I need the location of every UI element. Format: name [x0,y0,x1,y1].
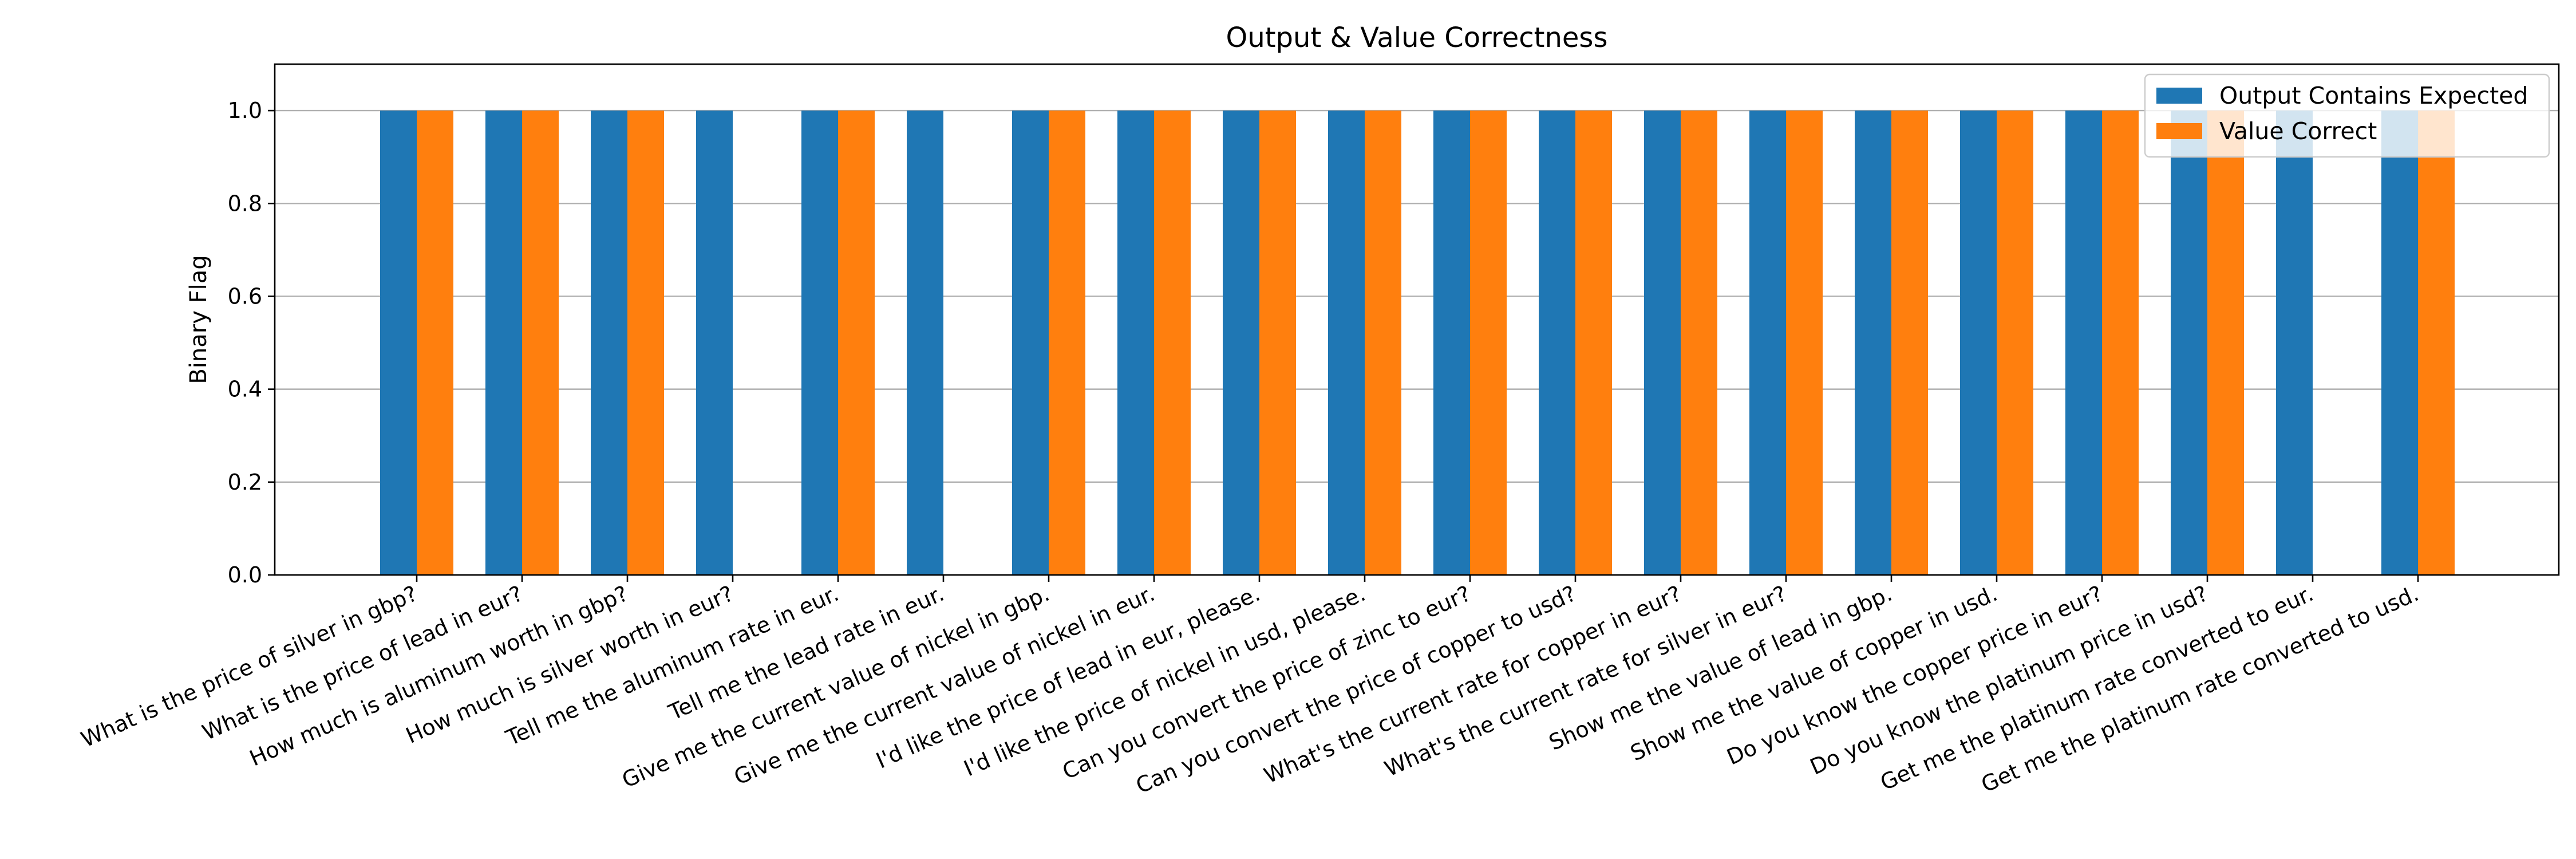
y-tick-label: 0.8 [228,191,262,216]
y-tick-label: 0.4 [228,377,262,402]
bar-output-contains-expected [2276,111,2313,575]
bar-value-correct [1259,111,1296,575]
legend-swatch-output-contains-expected [2156,88,2202,104]
chart-title: Output & Value Correctness [1226,22,1608,54]
bar-value-correct [838,111,875,575]
bar-output-contains-expected [591,111,627,575]
bar-value-correct [1891,111,1928,575]
bar-value-correct [1997,111,2033,575]
bar-output-contains-expected [485,111,522,575]
bar-value-correct [1470,111,1507,575]
bar-value-correct [2418,111,2455,575]
y-tick-label: 0.6 [228,283,262,309]
y-tick-label: 0.2 [228,470,262,495]
bar-output-contains-expected [1223,111,1259,575]
y-tick-label: 1.0 [228,98,262,123]
bar-value-correct [627,111,664,575]
legend: Output Contains Expected Value Correct [2144,73,2550,158]
bars [380,111,2455,575]
y-tick-label: 0.0 [228,562,262,588]
bar-output-contains-expected [1117,111,1154,575]
bar-output-contains-expected [2065,111,2102,575]
legend-label-value-correct: Value Correct [2219,117,2377,145]
legend-frame [2144,73,2550,158]
bar-output-contains-expected [801,111,838,575]
bar-output-contains-expected [1855,111,1891,575]
bar-output-contains-expected [1749,111,1786,575]
bar-output-contains-expected [1960,111,1997,575]
bar-value-correct [2102,111,2139,575]
bar-value-correct [1786,111,1823,575]
bar-output-contains-expected [696,111,733,575]
bar-output-contains-expected [1644,111,1681,575]
bar-output-contains-expected [1433,111,1470,575]
bar-value-correct [1365,111,1401,575]
legend-label-output-contains-expected: Output Contains Expected [2219,82,2528,109]
bar-output-contains-expected [907,111,943,575]
bar-output-contains-expected [1328,111,1365,575]
bar-value-correct [1681,111,1717,575]
y-axis-ticks: 0.0 0.2 0.4 0.6 0.8 1.0 [228,98,275,588]
bar-output-contains-expected [380,111,417,575]
bar-value-correct [1154,111,1191,575]
bar-value-correct [2207,111,2244,575]
bar-output-contains-expected [1539,111,1575,575]
bar-value-correct [522,111,559,575]
plot-frame [274,63,2560,576]
bar-value-correct [1575,111,1612,575]
bar-output-contains-expected [2171,111,2207,575]
y-axis-label: Binary Flag [185,255,212,384]
bar-value-correct [417,111,453,575]
bar-output-contains-expected [1012,111,1049,575]
legend-swatch-value-correct [2156,123,2202,139]
bar-output-contains-expected [2381,111,2418,575]
bar-value-correct [1049,111,1085,575]
